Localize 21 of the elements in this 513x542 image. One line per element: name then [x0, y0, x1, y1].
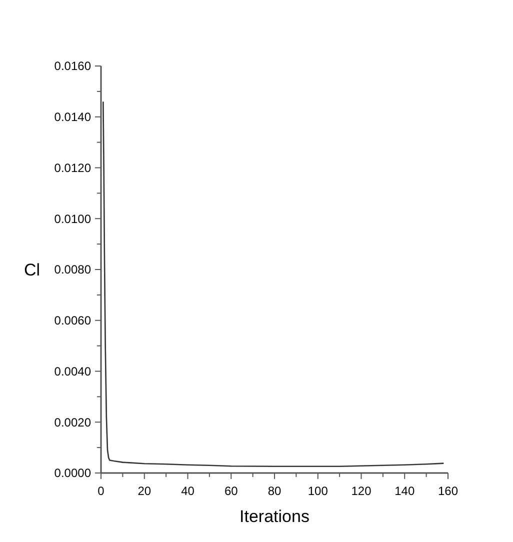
y-tick-label: 0.0000: [54, 466, 92, 480]
y-tick-label: 0.0140: [54, 110, 92, 124]
x-axis-title: Iterations: [240, 507, 310, 526]
x-tick-label: 140: [394, 484, 415, 498]
x-tick-label: 20: [138, 484, 152, 498]
y-axis-title: Cl: [24, 260, 40, 280]
x-tick-label: 0: [98, 484, 105, 498]
line-series: [102, 100, 444, 468]
y-tick-label: 0.0040: [54, 364, 92, 378]
y-tick-label: 0.0160: [54, 59, 92, 74]
x-tick-label: 80: [268, 484, 282, 498]
x-tick-label: 100: [308, 484, 328, 498]
y-tick-label: 0.0080: [54, 262, 92, 277]
y-tick-label: 0.0120: [54, 160, 92, 175]
y-tick-label: 0.0100: [54, 212, 92, 226]
x-tick-label: 60: [224, 484, 238, 498]
x-tick-label: 120: [351, 484, 372, 498]
x-tick-label: 160: [438, 484, 458, 498]
y-tick-label: 0.0020: [54, 415, 92, 430]
x-tick-label: 40: [181, 484, 195, 498]
y-tick-label: 0.0060: [54, 314, 92, 328]
